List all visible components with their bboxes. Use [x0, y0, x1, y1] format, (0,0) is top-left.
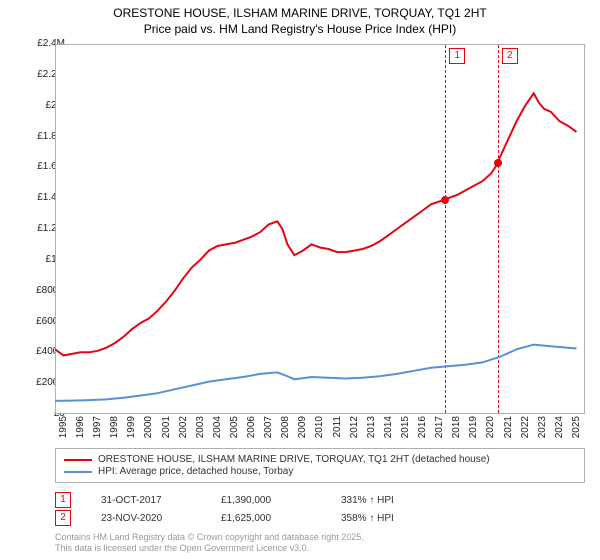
event-price: £1,390,000	[221, 495, 311, 506]
x-tick-label: 2006	[246, 416, 257, 446]
x-tick-label: 2010	[314, 416, 325, 446]
legend: ORESTONE HOUSE, ILSHAM MARINE DRIVE, TOR…	[55, 448, 585, 483]
x-tick-label: 2019	[468, 416, 479, 446]
event-marker-box: 2	[55, 510, 71, 526]
line-series	[55, 44, 585, 414]
copyright-line1: Contains HM Land Registry data © Crown c…	[55, 532, 364, 543]
x-tick-label: 2022	[520, 416, 531, 446]
copyright-line2: This data is licensed under the Open Gov…	[55, 543, 364, 554]
x-tick-label: 2002	[178, 416, 189, 446]
x-tick-label: 2004	[212, 416, 223, 446]
x-tick-label: 2025	[571, 416, 582, 446]
x-tick-label: 1997	[92, 416, 103, 446]
x-tick-label: 2003	[195, 416, 206, 446]
x-tick-label: 2020	[485, 416, 496, 446]
x-tick-label: 2012	[349, 416, 360, 446]
x-tick-label: 2013	[366, 416, 377, 446]
x-tick-label: 1996	[75, 416, 86, 446]
legend-label: ORESTONE HOUSE, ILSHAM MARINE DRIVE, TOR…	[98, 454, 490, 465]
legend-swatch	[64, 471, 92, 473]
x-tick-label: 2008	[280, 416, 291, 446]
series-hpi	[55, 345, 577, 401]
title-block: ORESTONE HOUSE, ILSHAM MARINE DRIVE, TOR…	[0, 0, 600, 37]
x-tick-label: 2007	[263, 416, 274, 446]
copyright: Contains HM Land Registry data © Crown c…	[55, 532, 364, 554]
event-pct: 331% ↑ HPI	[341, 495, 441, 506]
event-row: 2 23-NOV-2020 £1,625,000 358% ↑ HPI	[55, 510, 585, 526]
x-tick-label: 2018	[451, 416, 462, 446]
legend-swatch	[64, 459, 92, 461]
title-line1: ORESTONE HOUSE, ILSHAM MARINE DRIVE, TOR…	[0, 6, 600, 22]
x-tick-label: 2005	[229, 416, 240, 446]
x-tick-label: 2023	[537, 416, 548, 446]
event-date: 23-NOV-2020	[101, 513, 191, 524]
x-tick-label: 2015	[400, 416, 411, 446]
event-pct: 358% ↑ HPI	[341, 513, 441, 524]
x-tick-label: 2016	[417, 416, 428, 446]
title-line2: Price paid vs. HM Land Registry's House …	[0, 22, 600, 38]
x-tick-label: 2024	[554, 416, 565, 446]
event-price: £1,625,000	[221, 513, 311, 524]
x-tick-label: 1995	[58, 416, 69, 446]
x-tick-label: 2009	[297, 416, 308, 446]
series-property	[55, 93, 577, 355]
x-tick-label: 2021	[503, 416, 514, 446]
x-tick-label: 2001	[161, 416, 172, 446]
x-tick-label: 1999	[126, 416, 137, 446]
event-date: 31-OCT-2017	[101, 495, 191, 506]
x-tick-label: 1998	[109, 416, 120, 446]
x-tick-label: 2017	[434, 416, 445, 446]
legend-item-hpi: HPI: Average price, detached house, Torb…	[64, 466, 576, 477]
event-marker-box: 1	[55, 492, 71, 508]
x-tick-label: 2000	[143, 416, 154, 446]
legend-item-property: ORESTONE HOUSE, ILSHAM MARINE DRIVE, TOR…	[64, 454, 576, 465]
chart-container: ORESTONE HOUSE, ILSHAM MARINE DRIVE, TOR…	[0, 0, 600, 560]
x-tick-label: 2014	[383, 416, 394, 446]
legend-label: HPI: Average price, detached house, Torb…	[98, 466, 293, 477]
event-row: 1 31-OCT-2017 £1,390,000 331% ↑ HPI	[55, 492, 585, 508]
events-table: 1 31-OCT-2017 £1,390,000 331% ↑ HPI 2 23…	[55, 490, 585, 528]
x-tick-label: 2011	[332, 416, 343, 446]
